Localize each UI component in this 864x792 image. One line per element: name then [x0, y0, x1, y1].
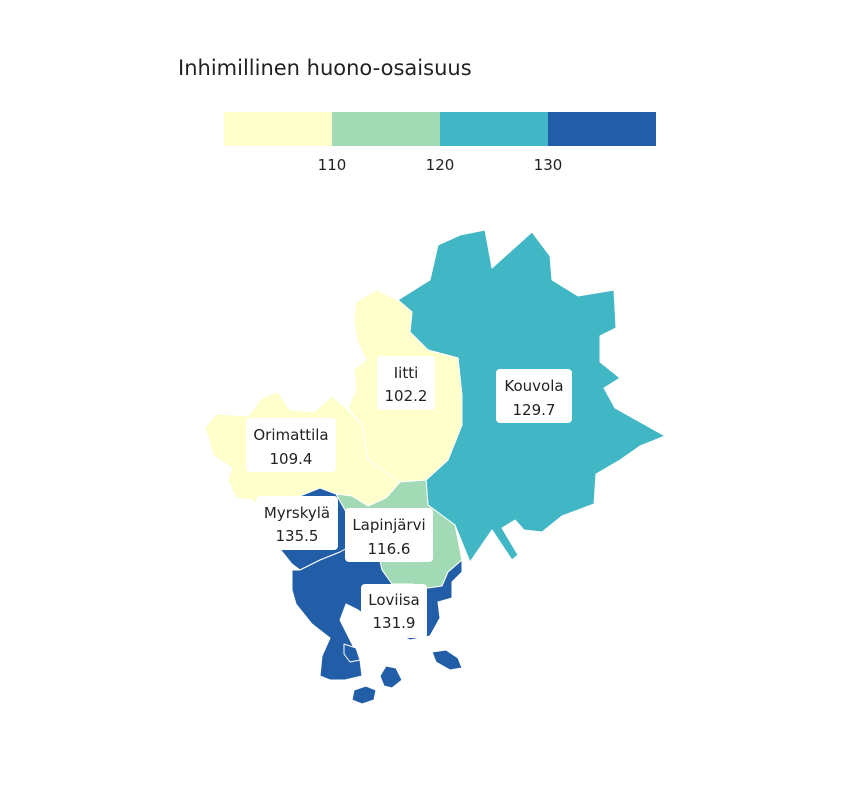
legend-tick-130: 130	[534, 156, 563, 174]
map-title: Inhimillinen huono-osaisuus	[178, 56, 472, 80]
label-kouvola-value: 129.7	[513, 401, 556, 419]
legend-tick-110: 110	[318, 156, 347, 174]
label-loviisa-name: Loviisa	[368, 591, 420, 609]
label-lapinjarvi: Lapinjärvi 116.6	[345, 508, 433, 562]
region-loviisa-island-3	[431, 649, 463, 671]
label-loviisa: Loviisa 131.9	[361, 584, 427, 638]
label-myrskyla-name: Myrskylä	[264, 504, 330, 522]
label-orimattila-name: Orimattila	[253, 426, 328, 444]
legend-swatch-1	[224, 112, 332, 146]
region-loviisa-island-1	[379, 665, 403, 689]
legend: 110 120 130	[224, 112, 656, 174]
region-loviisa-island-4	[343, 643, 361, 663]
legend-tick-120: 120	[426, 156, 455, 174]
label-kouvola: Kouvola 129.7	[496, 369, 572, 423]
legend-swatch-2	[332, 112, 440, 146]
label-iitti: Iitti 102.2	[377, 356, 435, 410]
region-labels: Iitti 102.2 Orimattila 109.4 Myrskylä 13…	[246, 356, 572, 638]
label-orimattila-value: 109.4	[270, 450, 313, 468]
label-lapinjarvi-value: 116.6	[368, 540, 411, 558]
label-kouvola-name: Kouvola	[504, 377, 563, 395]
label-orimattila: Orimattila 109.4	[246, 418, 336, 472]
label-iitti-value: 102.2	[385, 387, 428, 405]
label-myrskyla: Myrskylä 135.5	[256, 496, 338, 550]
label-loviisa-value: 131.9	[373, 614, 416, 632]
legend-swatch-3	[440, 112, 548, 146]
legend-swatch-4	[548, 112, 656, 146]
label-lapinjarvi-name: Lapinjärvi	[352, 516, 425, 534]
label-myrskyla-value: 135.5	[276, 527, 319, 545]
region-loviisa-island-2	[351, 685, 377, 705]
label-iitti-name: Iitti	[394, 364, 419, 382]
